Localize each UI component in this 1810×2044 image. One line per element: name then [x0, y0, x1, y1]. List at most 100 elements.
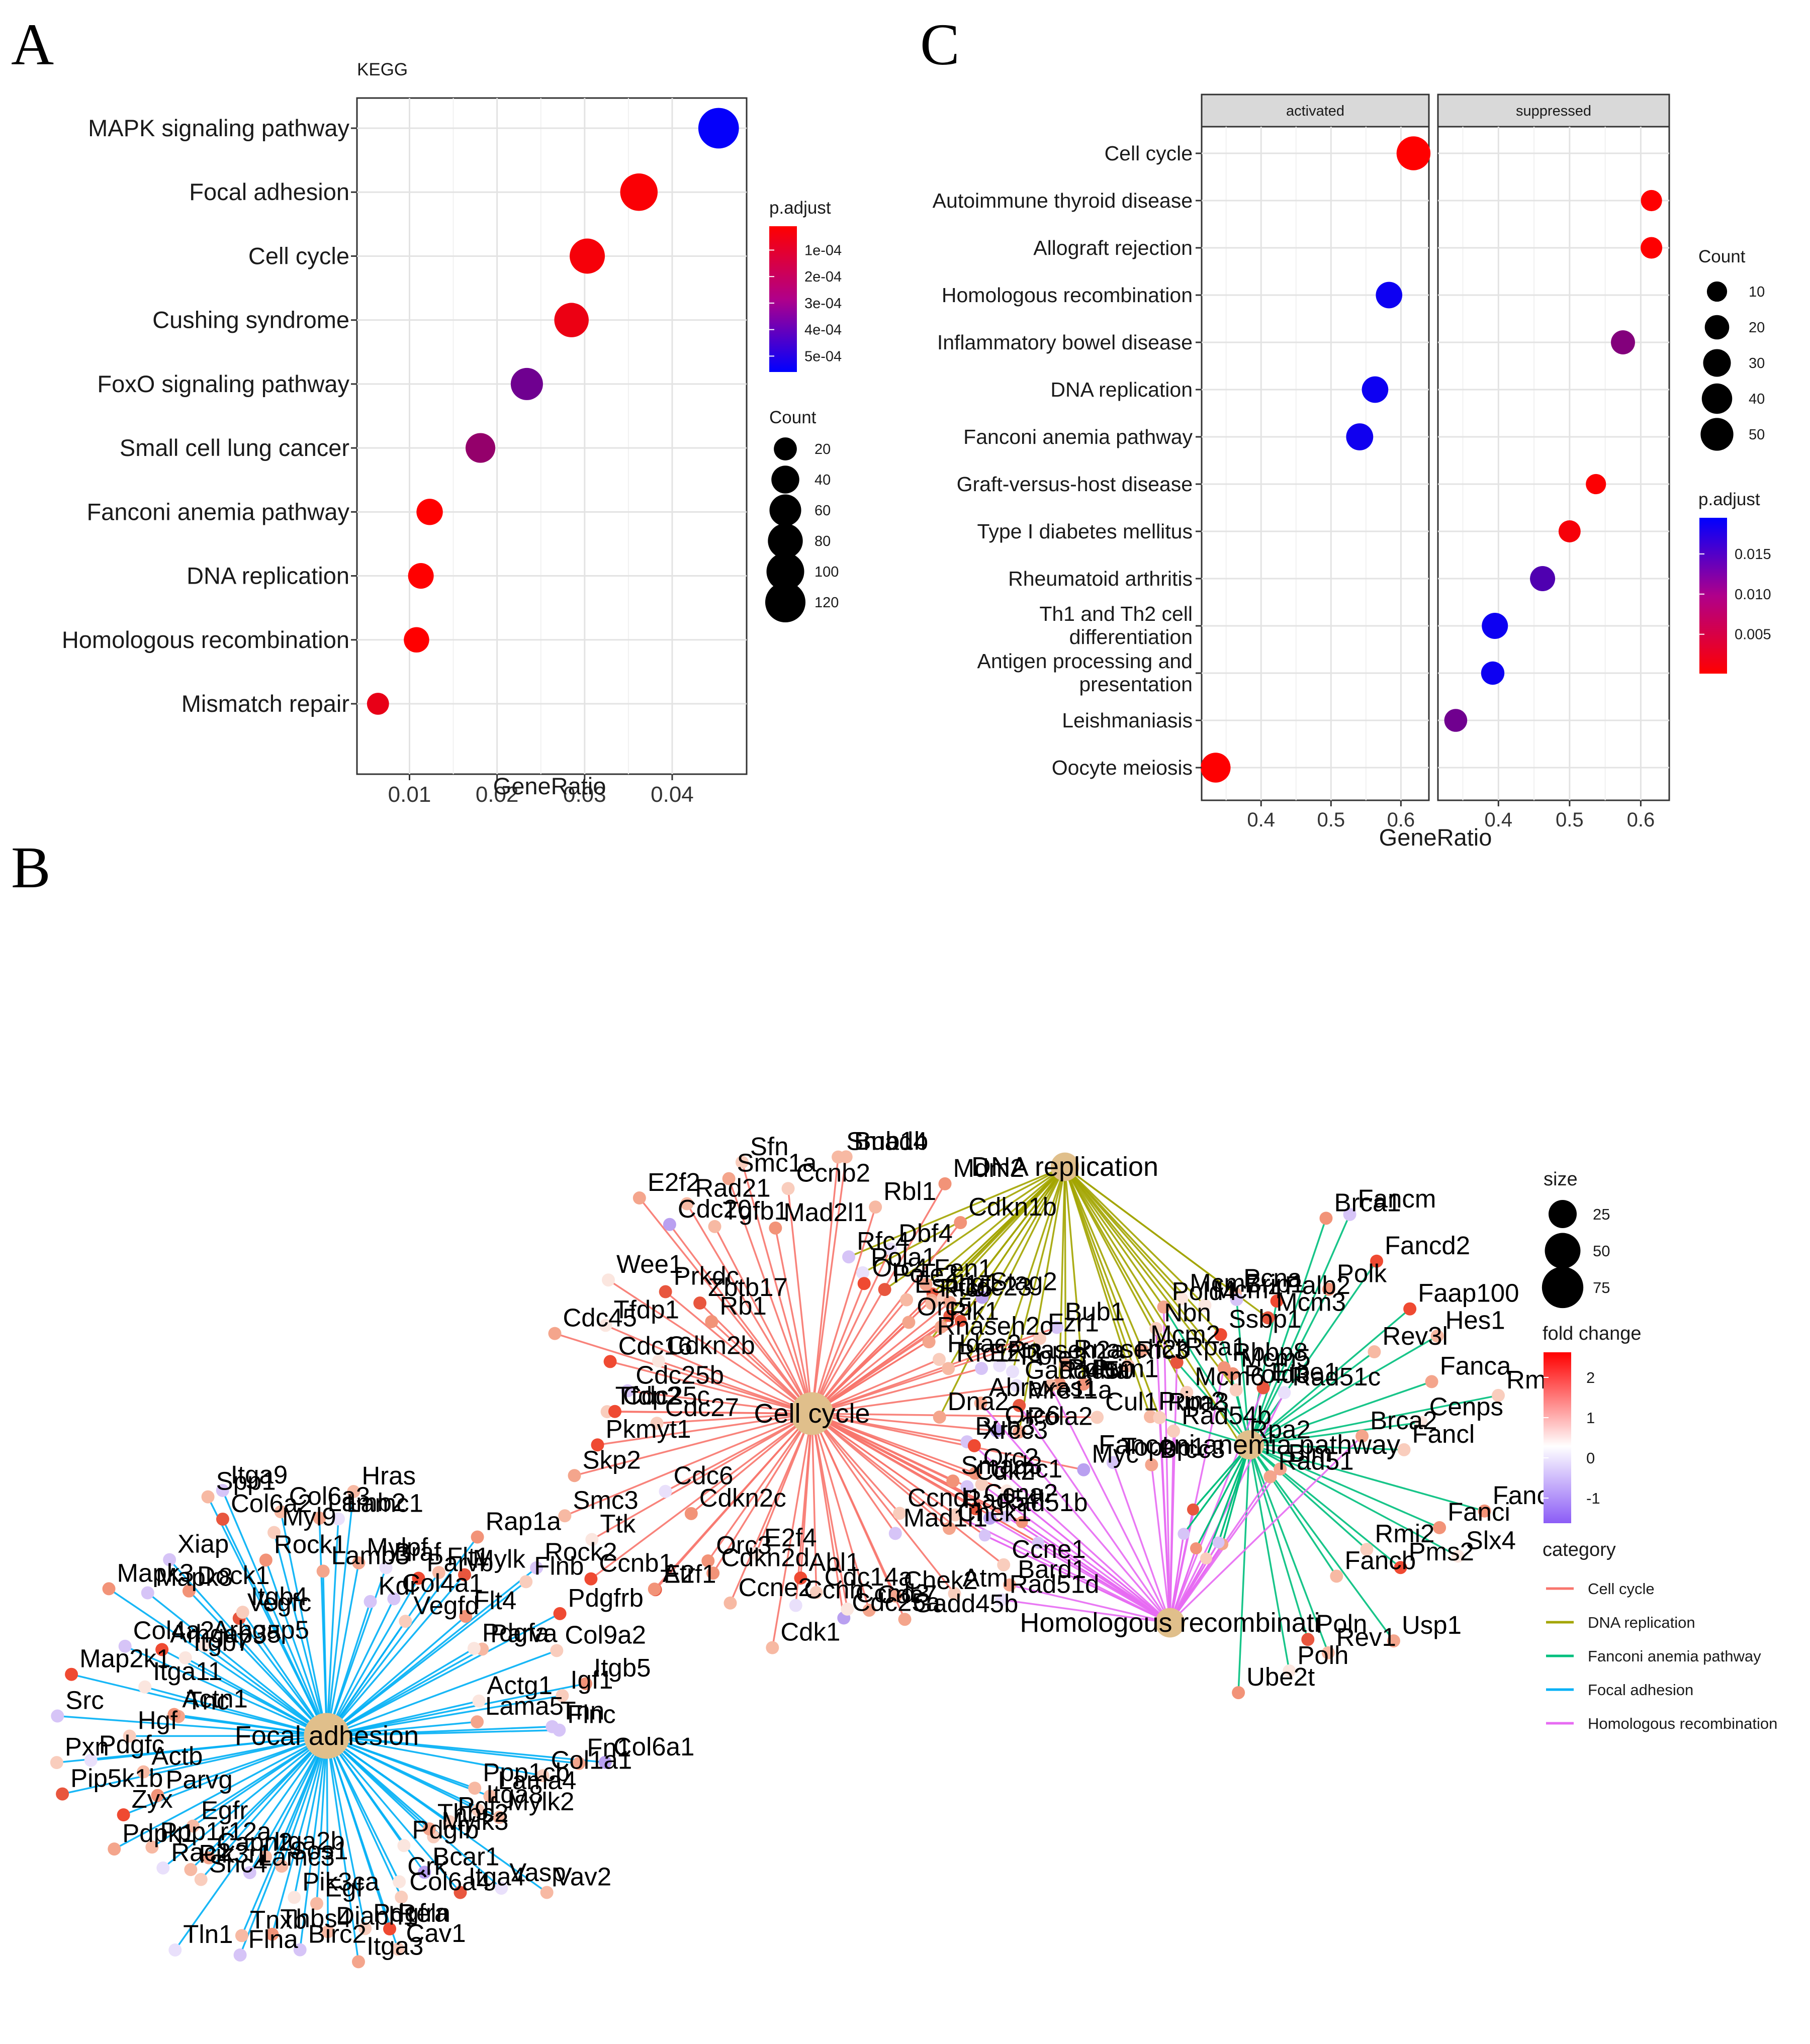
gene-label-wee1: Wee1 [616, 1250, 683, 1278]
shared-gene-node [978, 1529, 991, 1542]
edge-dna [925, 1166, 1066, 1285]
edge-cc [699, 1302, 813, 1415]
edge-focal [326, 1519, 339, 1736]
gene-label-rpa2: Rpa2 [1249, 1415, 1311, 1444]
edge-fa [1176, 1361, 1250, 1446]
gene-label-e2f4: E2f4 [764, 1523, 817, 1552]
network-nodes [50, 1150, 1505, 1969]
a-size-key-100 [766, 552, 804, 591]
gene-node-itga4 [454, 1886, 467, 1899]
gene-node-abl1 [794, 1571, 807, 1585]
hub-label-fanconi-anemia-pathway: Fanconi anemia pathway [1099, 1430, 1400, 1460]
edge-hr [984, 1534, 1170, 1624]
gene-node-map2k1 [65, 1667, 78, 1681]
c-category-th1-and-th2-cell-differentiation-line2: differentiation [1069, 625, 1193, 648]
gene-label-lamc1: Lamc1 [346, 1489, 423, 1517]
gene-node-fn1 [572, 1756, 586, 1770]
gene-label-mapk3: Mapk3 [117, 1558, 194, 1587]
edge-cc [811, 1157, 839, 1414]
gene-label-ppp1r12a: Ppp1r12a [160, 1817, 272, 1845]
gene-label-diaph1: Diaph1 [336, 1902, 417, 1930]
panel-a-gridlines [357, 98, 747, 774]
edge-focal [326, 1574, 466, 1737]
edge-hr [1018, 1405, 1171, 1623]
gene-node-rfc4 [842, 1250, 856, 1264]
gene-node-rock2 [530, 1561, 544, 1574]
gene-node-rpa1 [1170, 1356, 1184, 1369]
gene-label-rac2: Rac2 [171, 1838, 231, 1867]
edge-focal [200, 1735, 328, 1880]
a-point-focal-adhesion [620, 173, 658, 211]
edge-cc [811, 1248, 891, 1414]
edge-fa [1249, 1444, 1459, 1557]
edge-cc [811, 1326, 1057, 1415]
c-point-th1-and-th2-cell-differentiation [1482, 613, 1508, 639]
c-size-key-label: 20 [1749, 320, 1765, 336]
gene-label-shc4: Shc4 [209, 1849, 267, 1878]
gene-label-pola2: Pola2 [1027, 1402, 1093, 1430]
edge-focal [174, 1713, 327, 1737]
edge-focal [143, 1735, 327, 1773]
edge-fa [1163, 1307, 1250, 1445]
panel-a-size-legend-title: Count [769, 408, 817, 427]
panel-letter-c: C [920, 12, 960, 77]
gene-node-ccnd3 [841, 1602, 854, 1616]
edge-dna [948, 1166, 1066, 1317]
gene-label-e2f1: E2f1 [664, 1559, 716, 1588]
edge-focal [318, 1518, 328, 1736]
gene-label-itga9: Itga9 [231, 1460, 288, 1489]
edge-focal [326, 1735, 479, 1811]
edge-cc [774, 1228, 813, 1414]
gene-node-mcm7 [1175, 1292, 1189, 1306]
gene-node-lamc1 [331, 1512, 345, 1526]
gene-node-espl1 [900, 1293, 914, 1307]
gene-node-fanci [1433, 1521, 1446, 1534]
gene-node-vasp [495, 1882, 508, 1895]
gene-label-arhgap35: Arhgap35 [170, 1619, 281, 1648]
edge-hr [1112, 1462, 1171, 1623]
edge-hr [1009, 1584, 1170, 1624]
network-category-label-cc: Cell cycle [1588, 1580, 1655, 1598]
gene-label-mcm7: Mcm7 [1190, 1269, 1259, 1297]
gene-label-pip5k1b: Pip5k1b [70, 1764, 163, 1793]
gene-node-pole2 [878, 1283, 891, 1296]
edge-hr [1169, 1387, 1264, 1623]
gene-label-fancm: Fancm [1358, 1184, 1436, 1213]
gene-label-ccne1: Ccne1 [1012, 1535, 1085, 1563]
a-size-key-60 [769, 494, 801, 526]
c-point-oocyte-meiosis [1201, 753, 1231, 783]
gene-label-fanca: Fanca [1440, 1351, 1511, 1380]
gene-label-vegfc: Vegfc [247, 1588, 312, 1617]
gene-node-zyx [117, 1808, 130, 1822]
network-category-label-dna: DNA replication [1588, 1614, 1695, 1631]
a-size-key-label: 100 [814, 564, 839, 580]
shared-gene-node [1212, 1536, 1225, 1549]
edge-hr [981, 1483, 1171, 1624]
edge-focal [124, 1645, 327, 1737]
edge-focal [204, 1645, 328, 1737]
network-size-key-label: 75 [1593, 1279, 1610, 1296]
edge-cc [711, 1321, 813, 1415]
edge-cc [811, 1413, 896, 1534]
edge-fa [1248, 1214, 1351, 1445]
gene-label-bard1: Bard1 [1018, 1555, 1086, 1584]
a-category-cushing-syndrome: Cushing syndrome [152, 307, 349, 333]
gene-node-rbl1 [869, 1200, 882, 1214]
gene-node-pdgfc [84, 1753, 98, 1767]
gene-label-col6a3: Col6a3 [289, 1481, 371, 1510]
gene-node-cdkn2d [706, 1566, 720, 1580]
gene-node-pik3r1 [184, 1863, 198, 1877]
edge-fa [1248, 1444, 1337, 1577]
gene-label-cdkn2b: Cdkn2b [667, 1331, 755, 1359]
gene-label-parvg: Parvg [165, 1766, 232, 1794]
gene-label-birc2: Birc2 [308, 1920, 367, 1948]
edge-focal [147, 1592, 328, 1737]
edge-focal [326, 1615, 467, 1737]
gene-label-ccnd1: Ccnd1 [908, 1483, 981, 1512]
gene-node-pgf [443, 1815, 457, 1828]
shared-gene-node [1032, 1536, 1044, 1549]
edge-cc [755, 1413, 813, 1554]
a-size-key-label: 120 [814, 595, 839, 611]
a-point-dna-replication [408, 563, 434, 589]
edge-focal [326, 1735, 450, 1823]
